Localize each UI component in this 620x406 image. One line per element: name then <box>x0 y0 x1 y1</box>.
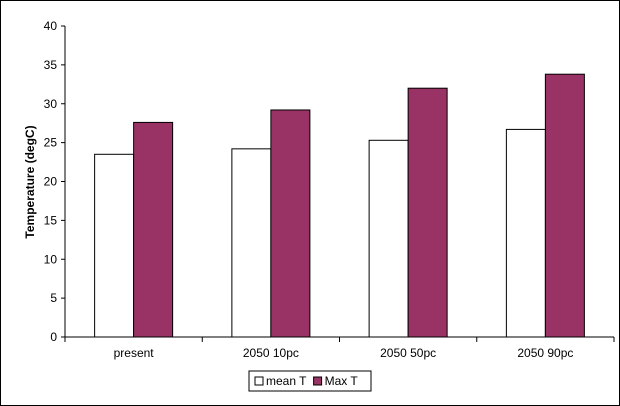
y-tick-label-6: 30 <box>44 97 58 111</box>
legend-box <box>248 370 372 392</box>
y-tick-label-1: 5 <box>50 291 57 305</box>
x-tick-label-0: present <box>114 346 155 360</box>
y-tick-label-3: 15 <box>44 213 58 227</box>
legend-label-max-t: Max T <box>325 374 359 388</box>
legend-label-mean-t: mean T <box>266 374 307 388</box>
x-tick-label-1: 2050 10pc <box>243 346 299 360</box>
x-tick-label-3: 2050 90pc <box>517 346 573 360</box>
y-tick-label-8: 40 <box>44 19 58 33</box>
y-tick-label-7: 35 <box>44 58 58 72</box>
bar-mean-t-3 <box>505 128 546 338</box>
y-axis-title: Temperature (degC) <box>23 125 37 238</box>
bar-mean-t-2 <box>368 139 409 338</box>
legend: mean T Max T <box>248 370 372 392</box>
x-tick-label-2: 2050 50pc <box>380 346 436 360</box>
bar-max-t-2 <box>407 87 448 338</box>
y-tick-label-4: 20 <box>44 175 58 189</box>
bar-max-t-3 <box>544 73 585 338</box>
plot-area: 0 5 10 15 20 25 30 35 40 present 2050 10pc 2050 50p… <box>44 19 615 360</box>
y-tick-label-0: 0 <box>50 330 57 344</box>
legend-swatch-mean-t <box>254 376 264 386</box>
bar-mean-t-0 <box>94 153 135 338</box>
legend-swatch-max-t <box>313 376 323 386</box>
bar-max-t-1 <box>270 109 311 338</box>
y-tick-label-2: 10 <box>44 252 58 266</box>
bar-max-t-0 <box>133 121 174 338</box>
bar-mean-t-1 <box>231 148 272 338</box>
y-tick-label-5: 25 <box>44 136 58 150</box>
